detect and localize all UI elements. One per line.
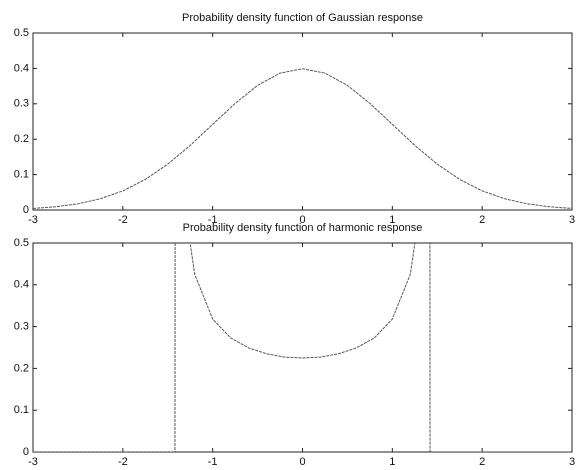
x-tick-label: 2 xyxy=(479,214,485,226)
y-tick-label: 0.3 xyxy=(14,98,29,110)
x-tick-label: 0 xyxy=(299,214,305,226)
x-tick-label: -3 xyxy=(28,456,38,468)
x-tick-label: -2 xyxy=(118,214,128,226)
y-tick-label: 0.1 xyxy=(14,404,29,416)
x-tick-label: 0 xyxy=(299,456,305,468)
y-tick-label: 0.4 xyxy=(14,279,29,291)
y-tick-label: 0.3 xyxy=(14,321,29,333)
plot-area xyxy=(33,68,572,209)
x-tick-label: 3 xyxy=(569,214,575,226)
x-tick-label: 3 xyxy=(569,456,575,468)
x-tick-label: 1 xyxy=(389,214,395,226)
y-tick-label: 0.5 xyxy=(14,27,29,39)
x-tick-label: 2 xyxy=(479,456,485,468)
x-tick-label: 1 xyxy=(389,456,395,468)
plot-frame xyxy=(32,242,573,453)
y-tick-label: 0 xyxy=(23,204,29,216)
line-series xyxy=(33,68,572,209)
plot-frame xyxy=(32,32,573,211)
line-series xyxy=(33,243,572,452)
y-tick-label: 0.4 xyxy=(14,62,29,74)
y-tick-label: 0 xyxy=(23,446,29,458)
x-tick-label: -1 xyxy=(208,214,218,226)
chart-title: Probability density function of Gaussian… xyxy=(182,12,423,24)
y-tick-label: 0.2 xyxy=(14,133,29,145)
x-tick-label: -1 xyxy=(208,456,218,468)
plot-area xyxy=(33,243,572,452)
x-tick-label: -2 xyxy=(118,456,128,468)
y-tick-label: 0.2 xyxy=(14,362,29,374)
y-tick-label: 0.5 xyxy=(14,237,29,249)
y-tick-label: 0.1 xyxy=(14,169,29,181)
x-tick-label: -3 xyxy=(28,214,38,226)
chart-title: Probability density function of harmonic… xyxy=(183,222,423,234)
